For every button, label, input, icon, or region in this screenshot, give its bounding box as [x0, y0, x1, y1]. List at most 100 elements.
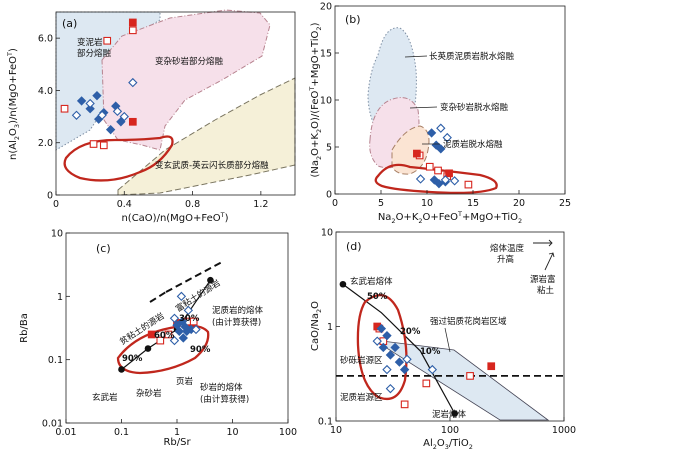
y-tick-label: 0.01 — [42, 419, 63, 430]
data-point-diamond-open — [97, 110, 107, 120]
data-point-square-open — [164, 330, 173, 339]
data-point-diamond-filled — [429, 175, 440, 185]
panel-d-clay-arrow — [544, 252, 555, 271]
panel-c-pct-90-center: 90% — [190, 345, 211, 355]
panel-d-pct-20: 20% — [400, 327, 421, 337]
y-tick-label: 2.0 — [38, 138, 53, 149]
y-tick-label: 20 — [320, 2, 332, 13]
panel-c-pelite-melt-label-1: 泥质岩的熔体 — [212, 305, 264, 316]
x-tick-label: 5 — [378, 198, 384, 209]
panel-a-field-greywacke-label: 变杂砂岩部分熔融 — [155, 56, 224, 67]
x-tick-label: 10 — [421, 198, 433, 209]
endmember-point — [451, 410, 459, 417]
x-tick-label: 0.1 — [114, 427, 129, 438]
panel-b-ticks: 0 5 10 15 20 25 0 5 10 15 20 — [320, 2, 571, 210]
panel-d-pct-50: 50% — [367, 292, 388, 302]
panel-b-field-greywacke-label: 变杂砂岩脱水熔融 — [440, 102, 509, 113]
data-point-diamond-filled — [105, 124, 116, 135]
data-point-diamond-open — [385, 383, 396, 394]
panel-b-points — [413, 123, 473, 189]
panel-b-label: (b) — [345, 13, 361, 26]
panel-d-xlabel: Al2O3/TiO2 — [423, 438, 473, 451]
panel-d-clay-label-2: 粘土 — [537, 285, 555, 296]
data-point-square-open — [189, 317, 198, 326]
data-point-square-filled — [487, 362, 496, 371]
panel-d-temp-label-1: 熔体温度 — [490, 243, 525, 254]
y-tick-label: 15 — [320, 49, 332, 60]
data-point-diamond-open — [449, 176, 460, 186]
x-tick-label: 10 — [226, 427, 238, 438]
y-tick-label: 0 — [47, 191, 53, 202]
panel-b-leader-1 — [404, 55, 428, 58]
panel-b: 0 5 10 15 20 25 0 5 10 15 20 (b) 长英质泥质岩脱水熔融 变杂砂岩脱水… — [308, 2, 571, 226]
data-point-square-open — [425, 162, 434, 171]
endmember-point — [118, 366, 125, 373]
y-tick-label: 4.0 — [38, 86, 53, 97]
data-point-square-open — [99, 141, 108, 150]
data-point-diamond-filled — [434, 178, 444, 189]
field-greywacke — [101, 9, 271, 151]
panel-c-pct-60: 60% — [154, 331, 175, 341]
data-point-diamond-filled — [178, 333, 189, 343]
panel-a-points — [60, 18, 138, 150]
data-point-diamond-open — [169, 335, 180, 346]
data-point-diamond-filled — [382, 330, 392, 341]
panel-d-mixing-curve — [342, 283, 456, 414]
panel-a: 0 0.4 0.8 1.2 0 2.0 4.0 6.0 (a) 变泥岩 部分熔融 变杂砂岩部分… — [6, 9, 296, 224]
data-point-square-open — [466, 372, 474, 380]
panel-c-pct-30: 30% — [179, 314, 200, 324]
data-point-square-open — [89, 140, 98, 148]
panel-d: 10 100 1000 0.1 1 10 (d) 玄武岩熔体 泥岩熔体 砂砾岩源区 泥质岩… — [310, 228, 576, 452]
field-ellipse-d — [356, 294, 408, 401]
data-point-diamond-filled — [85, 104, 95, 114]
data-point-diamond-open — [442, 132, 452, 143]
data-point-diamond-open — [372, 336, 382, 346]
panel-d-pelite-source-label: 泥质岩源区 — [340, 392, 383, 403]
panel-d-clay-label-1: 源岩富 — [530, 274, 556, 285]
y-tick-label: 0.1 — [318, 417, 333, 428]
x-tick-label: 0 — [332, 198, 338, 209]
panel-a-axes-frame — [55, 11, 296, 196]
panel-c-shale-label: 页岩 — [176, 376, 194, 387]
panel-d-temp-arrow — [533, 239, 553, 247]
panel-a-xlabel: n(CaO)/n(MgO+FeOT) — [121, 211, 228, 224]
field-ellipse-c — [116, 324, 210, 375]
data-point-diamond-open — [427, 364, 438, 375]
panel-c-greywacke-label: 杂砂岩 — [136, 388, 162, 399]
panel-a-ylabel: n(Al2O3)/n(MgO+FeOT) — [6, 48, 21, 160]
x-tick-label: 0.4 — [117, 199, 132, 210]
panel-d-peraluminous-leader — [444, 327, 451, 353]
data-point-diamond-open — [119, 111, 129, 122]
data-point-diamond-filled — [426, 128, 437, 138]
panel-b-leader-2 — [409, 106, 438, 109]
panel-a-field-pelite-label-2: 部分熔融 — [77, 48, 112, 59]
panel-d-ylabel: CaO/Na2O — [310, 301, 323, 351]
panel-a-label: (a) — [62, 17, 77, 30]
data-point-square-open — [464, 180, 473, 189]
data-point-diamond-filled — [76, 96, 87, 106]
panel-c-psammite-melt-label-2: (由计算获得) — [200, 394, 249, 405]
data-point-diamond-filled — [92, 90, 102, 101]
field-ellipse-a — [63, 135, 174, 182]
data-point-diamond-open — [440, 175, 451, 185]
data-point-diamond-open — [402, 354, 412, 364]
y-tick-label: 1 — [327, 322, 333, 333]
panel-c-points — [147, 291, 201, 346]
data-point-diamond-open — [169, 313, 180, 323]
x-tick-label: 15 — [467, 198, 479, 209]
x-tick-label: 0 — [53, 199, 59, 210]
data-point-square-open — [128, 26, 137, 35]
endmember-point — [339, 280, 347, 288]
y-tick-label: 10 — [321, 228, 333, 239]
x-tick-label: 1 — [174, 427, 180, 438]
data-point-square-filled — [147, 330, 156, 339]
data-point-diamond-filled — [116, 117, 126, 127]
x-tick-label: 100 — [279, 427, 297, 438]
data-point-square-filled — [128, 117, 137, 126]
panel-d-ticks: 10 100 1000 0.1 1 10 — [318, 228, 576, 437]
data-point-diamond-filled — [385, 350, 396, 360]
endmember-point — [207, 276, 214, 284]
y-tick-label: 1 — [57, 292, 63, 303]
x-tick-label: 0.8 — [185, 199, 200, 210]
